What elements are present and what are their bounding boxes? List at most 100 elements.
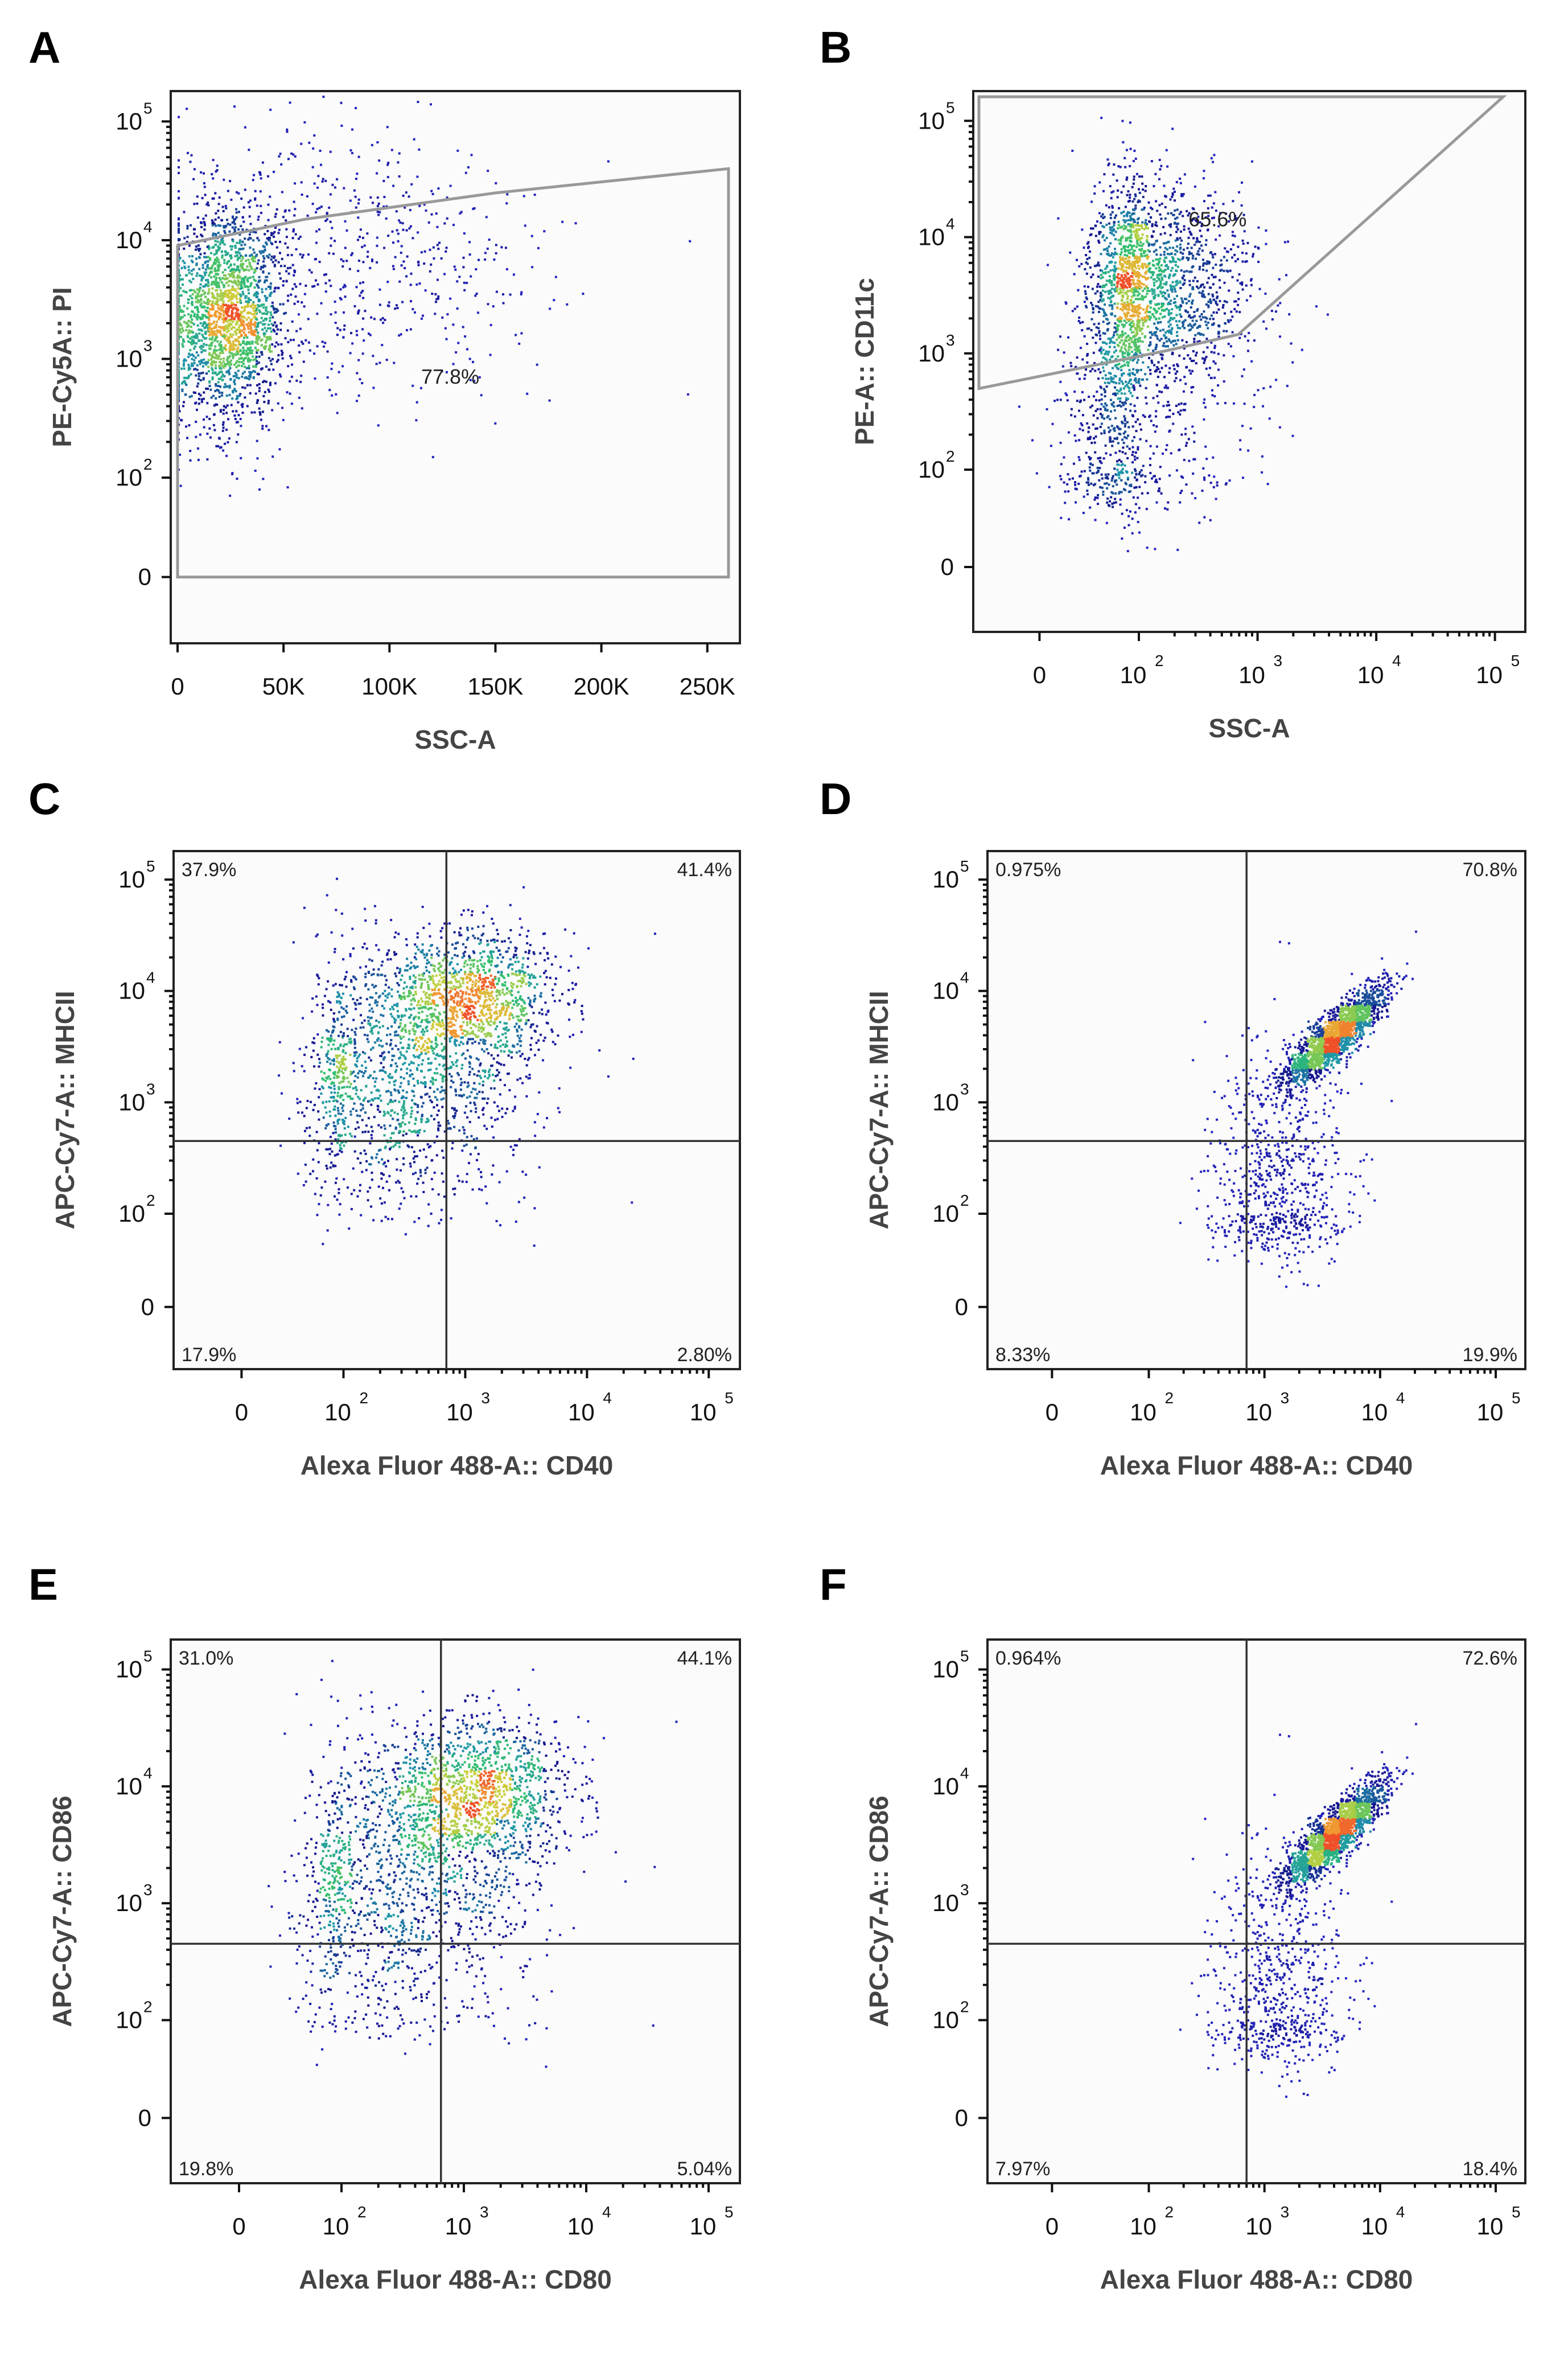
event-dot [1238, 191, 1240, 194]
event-dot [270, 255, 273, 258]
event-dot [229, 289, 231, 292]
event-dot [444, 327, 447, 330]
event-dot [242, 262, 245, 265]
event-dot [188, 424, 191, 427]
event-dot [271, 455, 274, 458]
event-dot [236, 321, 238, 323]
event-dot [1092, 423, 1094, 426]
event-dot [1074, 481, 1076, 484]
event-dot [1196, 253, 1199, 256]
event-dot [267, 338, 270, 340]
event-dot [464, 171, 467, 174]
event-dot [206, 323, 209, 326]
event-dot [1097, 494, 1100, 496]
event-dot [180, 419, 183, 422]
event-dot [353, 305, 356, 307]
event-dot [1085, 368, 1087, 371]
event-dot [1122, 288, 1125, 291]
event-dot [1265, 243, 1267, 245]
event-dot [1217, 331, 1220, 334]
event-dot [239, 264, 242, 267]
event-dot [397, 161, 400, 164]
event-dot [183, 401, 185, 404]
event-dot [1109, 226, 1112, 229]
event-dot [1131, 532, 1134, 535]
event-dot [226, 277, 229, 280]
event-dot [1246, 241, 1249, 244]
event-dot [1195, 319, 1198, 322]
event-dot [1114, 315, 1117, 318]
event-dot [1120, 335, 1123, 338]
event-dot [1084, 293, 1087, 295]
event-dot [1129, 392, 1132, 395]
event-dot [1190, 252, 1193, 255]
event-dot [269, 287, 272, 290]
event-dot [196, 307, 199, 310]
event-dot [402, 228, 405, 231]
event-dot [341, 365, 344, 368]
event-dot [249, 311, 252, 314]
event-dot [191, 362, 194, 365]
event-dot [179, 318, 182, 321]
event-dot [1178, 320, 1181, 323]
event-dot [1257, 226, 1260, 229]
event-dot [1119, 350, 1122, 352]
event-dot [237, 414, 240, 417]
event-dot [1159, 282, 1162, 285]
event-dot [1215, 264, 1217, 266]
event-dot [222, 426, 225, 429]
event-dot [1146, 254, 1149, 257]
event-dot [1164, 364, 1167, 367]
event-dot [199, 394, 202, 397]
event-dot [198, 316, 201, 319]
event-dot [1089, 406, 1092, 409]
event-dot [331, 183, 334, 186]
event-dot [193, 168, 196, 171]
event-dot [211, 287, 214, 290]
event-dot [357, 239, 359, 241]
event-dot [1168, 224, 1171, 227]
event-dot [1099, 371, 1102, 374]
event-dot [216, 349, 219, 352]
event-dot [1216, 484, 1219, 487]
event-dot [1225, 250, 1228, 253]
event-dot [1105, 521, 1108, 524]
event-dot [1169, 198, 1172, 201]
event-dot [1114, 276, 1117, 278]
event-dot [1099, 231, 1102, 233]
event-dot [1090, 227, 1093, 230]
event-dot [205, 271, 208, 274]
event-dot [1174, 190, 1176, 193]
event-dot [1123, 527, 1126, 529]
event-dot [229, 245, 232, 248]
event-dot [211, 356, 213, 359]
event-dot [478, 258, 480, 261]
event-dot [1187, 243, 1190, 245]
event-dot [193, 361, 196, 364]
event-dot [238, 281, 241, 284]
event-dot [241, 329, 244, 332]
event-dot [230, 248, 233, 251]
event-dot [1089, 436, 1092, 438]
event-dot [1277, 304, 1279, 307]
event-dot [1214, 362, 1217, 365]
event-dot [197, 377, 200, 380]
event-dot [266, 254, 269, 257]
event-dot [230, 256, 233, 258]
event-dot [287, 294, 290, 297]
event-dot [244, 237, 246, 240]
event-dot [386, 281, 389, 284]
event-dot [1126, 277, 1129, 280]
event-dot [1083, 377, 1086, 380]
event-dot [1107, 252, 1110, 255]
event-dot [264, 279, 266, 282]
event-dot [1241, 239, 1244, 242]
event-dot [245, 295, 248, 298]
event-dot [254, 293, 257, 296]
event-dot [1086, 490, 1089, 492]
event-dot [231, 473, 233, 475]
event-dot [1167, 268, 1170, 270]
event-dot [357, 155, 360, 158]
event-dot [1137, 369, 1140, 372]
event-dot [267, 357, 270, 359]
